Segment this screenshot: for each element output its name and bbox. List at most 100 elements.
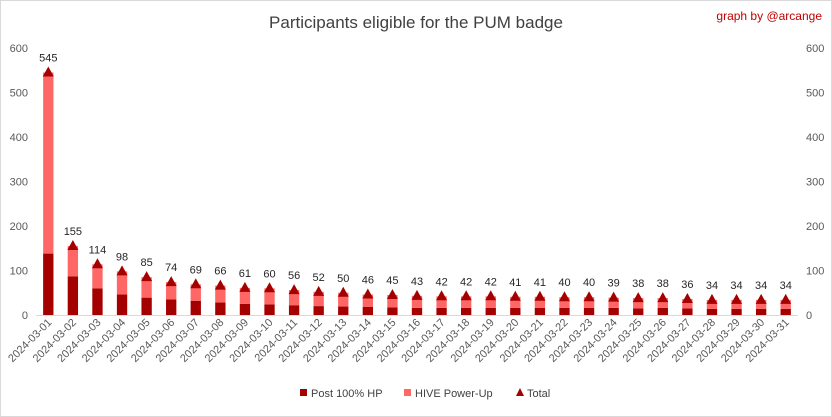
legend-marker	[516, 388, 524, 396]
bar-post-100-hp	[67, 276, 79, 315]
bar-post-100-hp	[534, 307, 546, 315]
total-marker	[116, 265, 128, 276]
y-tick-label-right: 500	[806, 88, 824, 100]
total-data-label: 52	[313, 272, 325, 284]
total-marker	[239, 281, 251, 292]
total-data-label: 43	[411, 276, 423, 288]
bar-hive-power-up	[411, 295, 423, 308]
total-data-label: 60	[263, 268, 275, 280]
y-tick-label-left: 0	[22, 310, 28, 322]
plot-area: 545 155 114 98 85 74 69 66 61 60 56 52 50 46 45 43 42 42 4…	[36, 52, 798, 316]
total-data-label: 34	[730, 280, 742, 292]
legend-label: Post 100% HP	[311, 388, 383, 400]
bar-hive-power-up	[215, 285, 226, 303]
bar-post-100-hp	[460, 307, 472, 315]
bar-hive-power-up	[387, 294, 398, 308]
total-marker	[214, 279, 226, 290]
bar-post-100-hp	[706, 308, 718, 315]
total-data-label: 40	[558, 277, 570, 289]
total-data-label: 46	[362, 275, 374, 287]
total-data-label: 56	[288, 270, 300, 282]
total-marker	[436, 290, 448, 301]
total-data-label: 41	[509, 277, 521, 289]
y-tick-label-right: 600	[806, 43, 824, 55]
total-marker	[706, 293, 718, 304]
total-marker	[42, 66, 54, 77]
bar-post-100-hp	[141, 297, 152, 315]
total-data-label: 98	[116, 251, 128, 263]
total-data-label: 39	[608, 278, 620, 290]
total-data-label: 34	[755, 280, 767, 292]
y-tick-label-right: 200	[806, 221, 824, 233]
bar-post-100-hp	[215, 302, 226, 315]
bar-hive-power-up	[706, 299, 718, 309]
bar-post-100-hp	[583, 307, 595, 315]
bar-hive-power-up	[731, 299, 742, 309]
total-marker	[288, 284, 300, 295]
total-data-label: 42	[435, 276, 447, 288]
bar-hive-power-up	[780, 299, 791, 309]
total-marker	[731, 293, 743, 304]
total-marker	[313, 285, 325, 296]
total-data-label: 61	[239, 268, 251, 280]
total-data-label: 38	[632, 278, 644, 290]
bar-post-100-hp	[362, 306, 374, 315]
total-data-label: 45	[386, 275, 398, 287]
total-data-label: 85	[140, 257, 152, 269]
legend-label: Total	[527, 388, 550, 400]
total-data-label: 34	[780, 280, 792, 292]
bar-hive-power-up	[288, 290, 300, 306]
bar-hive-power-up	[682, 298, 693, 309]
bar-hive-power-up	[608, 297, 619, 308]
total-marker	[657, 292, 669, 303]
total-data-label: 545	[39, 52, 57, 64]
total-data-label: 42	[485, 276, 497, 288]
chart-title: Participants eligible for the PUM badge	[269, 13, 563, 32]
total-data-label: 69	[190, 264, 202, 276]
bar-post-100-hp	[485, 307, 496, 315]
bar-hive-power-up	[534, 296, 546, 308]
total-marker	[362, 288, 374, 299]
y-tick-label-left: 400	[10, 132, 28, 144]
bar-hive-power-up	[141, 277, 152, 298]
y-tick-label-right: 0	[806, 310, 812, 322]
bar-hive-power-up	[755, 299, 767, 309]
total-marker	[141, 271, 153, 282]
bar-post-100-hp	[682, 308, 693, 315]
total-marker	[534, 290, 546, 301]
total-marker	[411, 289, 423, 300]
legend-label: HIVE Power-Up	[415, 388, 493, 400]
bar-hive-power-up	[313, 291, 324, 307]
y-tick-label-left: 300	[10, 177, 28, 189]
total-marker	[485, 290, 497, 301]
legend: Post 100% HP HIVE Power-Up Total	[300, 388, 550, 400]
total-data-label: 66	[214, 266, 226, 278]
total-marker	[681, 292, 693, 303]
y-axis-right: 0 100 200 300 400 500 600	[806, 43, 824, 322]
y-tick-label-right: 300	[806, 177, 824, 189]
bar-post-100-hp	[387, 307, 398, 315]
bar-post-100-hp	[92, 288, 103, 315]
y-tick-label-left: 500	[10, 88, 28, 100]
bar-post-100-hp	[436, 307, 447, 315]
y-tick-label-left: 200	[10, 221, 28, 233]
total-marker	[264, 282, 276, 293]
bar-post-100-hp	[411, 307, 423, 315]
bar-hive-power-up	[166, 282, 177, 300]
total-data-label: 38	[657, 278, 669, 290]
bar-hive-power-up	[510, 296, 521, 308]
total-data-label: 114	[89, 244, 107, 256]
bar-hive-power-up	[43, 72, 54, 254]
bar-post-100-hp	[288, 305, 300, 315]
total-marker	[460, 290, 472, 301]
bar-hive-power-up	[190, 284, 201, 301]
bar-post-100-hp	[313, 306, 324, 315]
bar-hive-power-up	[338, 292, 349, 307]
bar-post-100-hp	[755, 308, 767, 315]
bar-post-100-hp	[731, 308, 742, 315]
bar-post-100-hp	[264, 304, 275, 315]
bar-post-100-hp	[559, 307, 570, 315]
bar-hive-power-up	[92, 264, 103, 289]
